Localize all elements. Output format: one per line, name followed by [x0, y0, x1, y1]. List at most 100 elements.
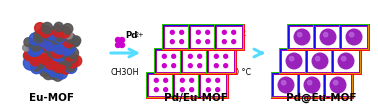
Circle shape: [34, 52, 44, 62]
Bar: [341, 26, 367, 48]
Circle shape: [31, 41, 41, 51]
Bar: [174, 74, 200, 96]
Circle shape: [45, 51, 57, 63]
Bar: [273, 74, 299, 96]
Circle shape: [45, 53, 54, 62]
Circle shape: [294, 29, 310, 45]
Circle shape: [40, 25, 52, 38]
Bar: [333, 50, 359, 72]
Circle shape: [37, 36, 48, 47]
Bar: [208, 50, 234, 72]
Bar: [307, 50, 333, 72]
Bar: [174, 74, 200, 96]
Bar: [325, 74, 351, 96]
Bar: [156, 50, 182, 72]
Bar: [156, 50, 182, 72]
Bar: [289, 26, 315, 48]
Bar: [333, 50, 359, 72]
Circle shape: [54, 32, 65, 43]
Bar: [182, 50, 208, 72]
Bar: [273, 74, 299, 96]
Circle shape: [222, 40, 226, 44]
Bar: [281, 50, 307, 72]
Circle shape: [216, 78, 220, 82]
Circle shape: [56, 68, 67, 79]
Circle shape: [172, 64, 176, 68]
Bar: [174, 74, 200, 96]
Circle shape: [48, 70, 58, 79]
Circle shape: [30, 55, 41, 66]
Bar: [208, 50, 234, 72]
Circle shape: [232, 40, 235, 44]
Text: Pd: Pd: [125, 31, 137, 40]
Bar: [315, 26, 341, 48]
Circle shape: [53, 71, 63, 81]
Circle shape: [312, 53, 328, 69]
Circle shape: [64, 49, 76, 61]
Bar: [182, 50, 208, 72]
Circle shape: [50, 54, 60, 64]
Bar: [273, 74, 299, 96]
Circle shape: [35, 23, 45, 33]
Circle shape: [29, 40, 44, 55]
Bar: [299, 74, 325, 96]
Circle shape: [42, 39, 54, 51]
Circle shape: [66, 55, 79, 68]
Circle shape: [53, 39, 67, 54]
Bar: [148, 74, 174, 96]
Circle shape: [48, 62, 62, 77]
Circle shape: [23, 56, 38, 70]
Bar: [164, 26, 190, 48]
Bar: [200, 74, 226, 96]
Circle shape: [52, 60, 65, 72]
Circle shape: [68, 48, 79, 59]
Circle shape: [23, 44, 29, 51]
Circle shape: [38, 29, 47, 38]
Circle shape: [180, 78, 184, 82]
Circle shape: [65, 33, 76, 43]
Bar: [273, 74, 299, 96]
Bar: [315, 26, 341, 48]
Bar: [190, 26, 216, 48]
Circle shape: [154, 78, 158, 82]
Circle shape: [55, 43, 66, 54]
Circle shape: [119, 37, 124, 43]
Circle shape: [214, 64, 218, 68]
Circle shape: [65, 31, 73, 39]
Circle shape: [34, 58, 45, 69]
Circle shape: [216, 88, 220, 92]
Text: 60 °C: 60 °C: [229, 68, 251, 77]
Circle shape: [24, 49, 35, 61]
Circle shape: [45, 57, 58, 70]
Bar: [307, 50, 333, 72]
Bar: [289, 26, 315, 48]
Bar: [273, 74, 299, 96]
Bar: [190, 26, 216, 48]
Bar: [281, 50, 307, 72]
Bar: [156, 50, 182, 72]
Bar: [341, 26, 367, 48]
Circle shape: [41, 59, 53, 72]
Circle shape: [206, 88, 210, 92]
Circle shape: [286, 53, 302, 69]
Circle shape: [27, 42, 42, 56]
Bar: [289, 26, 315, 48]
Circle shape: [51, 46, 64, 58]
Circle shape: [60, 63, 71, 74]
Circle shape: [198, 54, 201, 58]
Circle shape: [55, 32, 64, 41]
Circle shape: [198, 64, 201, 68]
Circle shape: [290, 56, 294, 61]
Circle shape: [35, 48, 48, 60]
Bar: [341, 26, 367, 48]
Circle shape: [43, 36, 58, 51]
Bar: [190, 26, 216, 48]
Bar: [182, 50, 208, 72]
Circle shape: [316, 56, 320, 61]
Bar: [325, 74, 351, 96]
Circle shape: [51, 33, 62, 44]
Circle shape: [71, 55, 82, 66]
Circle shape: [54, 64, 64, 73]
Circle shape: [45, 32, 53, 40]
Circle shape: [170, 40, 174, 44]
